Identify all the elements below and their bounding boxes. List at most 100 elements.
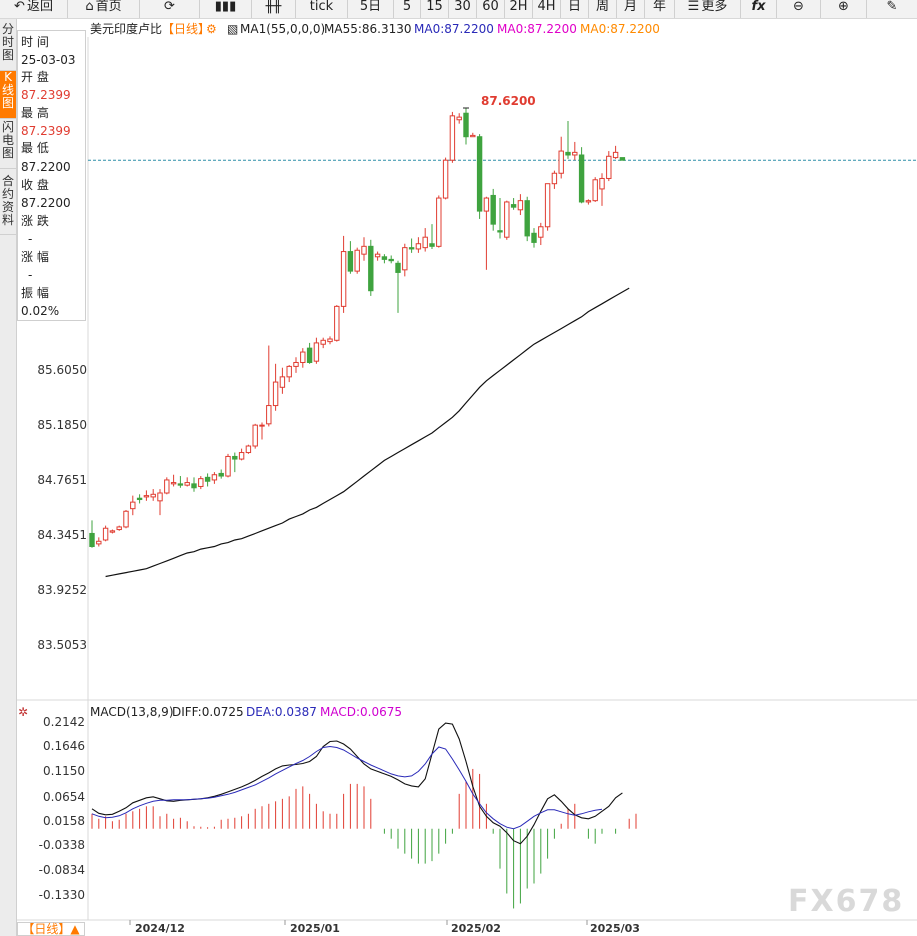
candle-body <box>368 245 374 292</box>
pct-value: - <box>28 268 33 282</box>
period-label: 【日线】 <box>162 22 211 36</box>
candle-body <box>225 455 231 477</box>
candle-body <box>551 172 558 185</box>
candle-body <box>218 472 224 477</box>
refresh-button[interactable]: ⟳ <box>140 0 200 18</box>
ma0-value-a: MA0:87.2200 <box>414 22 494 36</box>
candle-body <box>327 338 333 343</box>
macd-tick-label: 0.0654 <box>43 790 85 804</box>
candle-body <box>232 455 238 460</box>
settings-gear-icon[interactable]: ⚙ <box>206 22 217 36</box>
candle-body <box>395 262 401 273</box>
candle-body <box>89 532 95 548</box>
macd-dea: DEA:0.0387 <box>246 705 317 719</box>
candle-body <box>116 526 122 531</box>
candle-body <box>361 245 367 255</box>
period-60[interactable]: 60 <box>477 0 505 18</box>
zoom-out-button[interactable]: ⊖ <box>777 0 821 18</box>
macd-settings-icon[interactable]: ✲ <box>18 705 29 719</box>
candle-body <box>170 482 177 485</box>
candle-body <box>252 424 258 447</box>
zoom-in-button[interactable]: ⊕ <box>821 0 867 18</box>
change-value: - <box>28 232 33 246</box>
period-2h[interactable]: 2H <box>505 0 533 18</box>
candle-body <box>456 116 462 121</box>
period-4h[interactable]: 4H <box>533 0 561 18</box>
ma55-line <box>105 287 630 578</box>
close-value: 87.2200 <box>21 196 71 210</box>
low-label: 最 低 <box>21 141 49 155</box>
high-marker-label: 87.6200 <box>481 94 536 108</box>
candle-body <box>184 482 190 486</box>
candle-body <box>374 253 381 258</box>
macd-tick-label: -0.0338 <box>38 838 85 852</box>
candle-type-button[interactable]: ╫╫ <box>252 0 296 18</box>
candle-body <box>544 183 551 228</box>
candle-body <box>524 200 530 237</box>
period-5[interactable]: 5 <box>394 0 421 18</box>
open-value: 87.2399 <box>21 88 71 102</box>
amp-value: 0.02% <box>21 304 60 318</box>
macd-dea-line <box>91 745 603 830</box>
more-button[interactable]: ☰ 更多 <box>675 0 741 18</box>
tab-kline[interactable]: K线图 <box>0 71 16 119</box>
candle-body <box>123 510 129 528</box>
x-tick-label: 2025/02 <box>451 922 501 935</box>
candle-body <box>198 478 204 487</box>
tab-intraday[interactable]: 分时图 <box>0 23 16 71</box>
chart-type-button[interactable]: ▮▮▮ <box>200 0 252 18</box>
tab-flash[interactable]: 闪电图 <box>0 121 16 169</box>
high-label: 最 高 <box>21 106 49 120</box>
period-15[interactable]: 15 <box>421 0 449 18</box>
candle-body <box>531 232 537 243</box>
candle-body <box>612 151 619 159</box>
candle-body <box>470 134 476 138</box>
candle-body <box>96 540 102 545</box>
high-value: 87.2399 <box>21 124 71 138</box>
period-30[interactable]: 30 <box>449 0 477 18</box>
candle-body <box>238 452 245 460</box>
pct-label: 涨 幅 <box>21 250 49 264</box>
candle-body <box>558 150 564 174</box>
candlestick-icon: ╫╫ <box>265 0 282 14</box>
candle-body <box>259 424 265 427</box>
more-label: 更多 <box>701 0 728 14</box>
candle-body <box>279 376 286 388</box>
candle-body <box>130 501 136 510</box>
home-button[interactable]: ⌂ 首页 <box>68 0 140 18</box>
period-year[interactable]: 年 <box>645 0 675 18</box>
x-tick-label: 2025/03 <box>590 922 640 935</box>
period-week[interactable]: 周 <box>589 0 617 18</box>
candle-body <box>313 342 320 362</box>
macd-name: MACD(13,8,9) <box>90 705 174 719</box>
period-month[interactable]: 月 <box>617 0 645 18</box>
candle-body <box>320 339 326 345</box>
tab-contract[interactable]: 合约资料 <box>0 175 16 235</box>
candle-body <box>436 197 442 247</box>
candle-body <box>442 159 449 199</box>
amp-label: 振 幅 <box>21 286 49 300</box>
candle-body <box>490 194 496 225</box>
tick-button[interactable]: tick <box>296 0 348 18</box>
bar-chart-icon: ▮▮▮ <box>214 0 237 14</box>
candle-body <box>102 527 109 541</box>
formula-button[interactable]: fx <box>741 0 777 18</box>
close-label: 收 盘 <box>21 178 49 192</box>
indicator-icon[interactable]: ▧ <box>227 22 239 36</box>
back-arrow-icon: ↶ <box>14 0 25 14</box>
candle-body <box>585 200 592 203</box>
caret-up-icon: ▲ <box>70 922 80 936</box>
candle-body <box>599 177 605 190</box>
candle-body <box>164 479 170 494</box>
candle-body <box>606 155 612 179</box>
candle-body <box>497 230 503 233</box>
period-selector-tab[interactable]: 【日线】▲ <box>17 922 85 936</box>
price-tick-label: 83.9252 <box>37 583 87 597</box>
period-5d[interactable]: 5日 <box>348 0 394 18</box>
draw-tool-button[interactable]: ✎ <box>867 0 917 18</box>
candle-body <box>565 151 571 156</box>
back-button[interactable]: ↶ 返回 <box>0 0 68 18</box>
candle-body <box>354 249 360 272</box>
period-day[interactable]: 日 <box>561 0 589 18</box>
